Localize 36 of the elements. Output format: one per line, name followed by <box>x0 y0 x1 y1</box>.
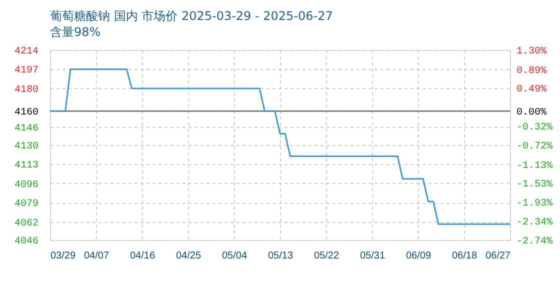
y-tick-label: 4113 <box>14 160 38 172</box>
x-tick-label: 04/16 <box>130 250 156 262</box>
y-tick-label: 4146 <box>14 123 38 134</box>
y2-tick-label: 1.30% <box>516 46 547 58</box>
y2-tick-label: 0.49% <box>516 84 547 96</box>
y2-tick-label: 0.89% <box>516 66 547 77</box>
y2-tick-label: -1.13% <box>516 160 553 172</box>
y-tick-label: 4214 <box>14 46 38 58</box>
y-tick-label: 4046 <box>14 236 38 248</box>
y-tick-label: 4062 <box>14 218 38 230</box>
x-tick-label: 06/27 <box>485 250 511 262</box>
x-tick-label: 04/25 <box>176 250 202 262</box>
y-tick-label: 4079 <box>14 199 38 210</box>
y2-tick-label: -1.53% <box>516 180 553 191</box>
x-tick-label: 05/31 <box>360 250 386 262</box>
y-tick-label: 4130 <box>14 142 38 152</box>
x-tick-label: 05/13 <box>268 250 294 262</box>
chart-subtitle: 含量98% <box>50 25 101 39</box>
y2-tick-label: -1.93% <box>516 198 553 210</box>
x-tick-label: 03/29 <box>50 250 76 262</box>
y2-tick-label: -0.32% <box>516 122 553 134</box>
y-tick-label: 4160 <box>14 108 38 119</box>
x-tick-label: 05/04 <box>222 250 248 262</box>
x-tick-label: 06/18 <box>452 250 478 262</box>
y-tick-label: 4096 <box>14 180 38 191</box>
y-tick-label: 4197 <box>14 66 38 77</box>
y2-tick-label: -0.72% <box>516 142 553 152</box>
x-tick-label: 04/07 <box>84 250 110 262</box>
y2-tick-label: 0.00% <box>516 108 547 119</box>
x-tick-label: 06/09 <box>406 250 432 262</box>
y2-tick-label: -2.34% <box>516 218 553 229</box>
y2-tick-label: -2.74% <box>516 236 553 248</box>
line-series <box>49 68 511 225</box>
chart-title: 葡萄糖酸钠 国内 市场价 2025-03-29 - 2025-06-27 <box>50 9 333 23</box>
x-tick-label: 05/22 <box>314 250 340 262</box>
y-tick-label: 4180 <box>14 84 38 96</box>
